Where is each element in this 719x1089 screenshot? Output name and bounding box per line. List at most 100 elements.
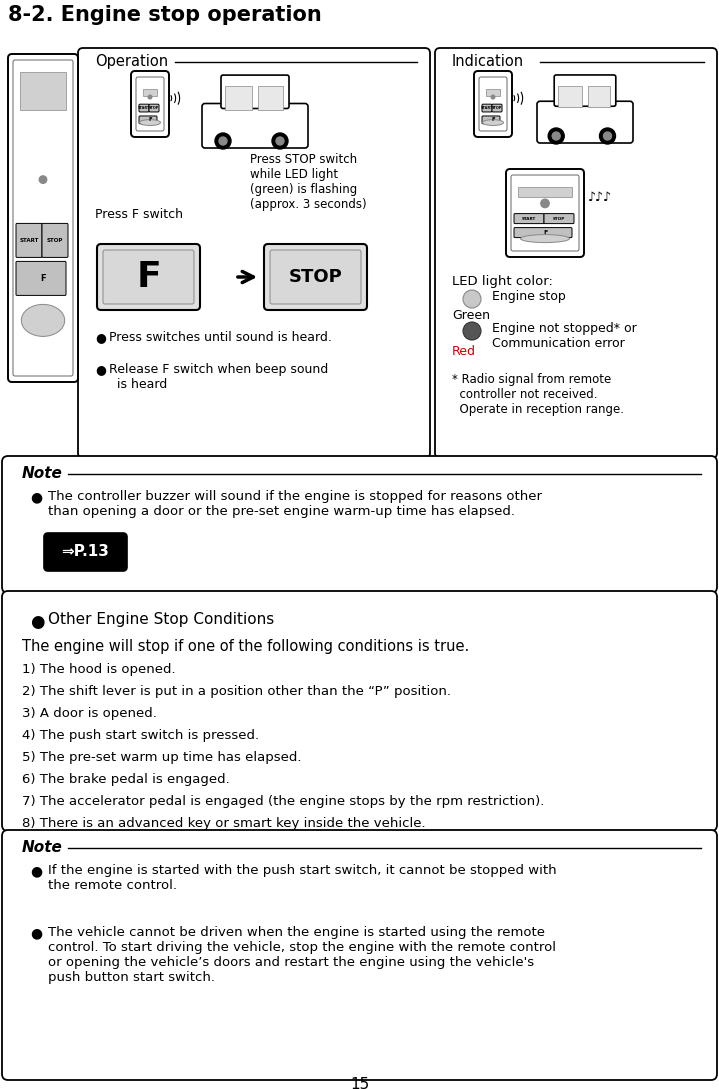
Ellipse shape bbox=[22, 305, 65, 337]
Text: Other Engine Stop Conditions: Other Engine Stop Conditions bbox=[48, 612, 274, 627]
Text: F: F bbox=[40, 274, 46, 283]
Text: The controller buzzer will sound if the engine is stopped for reasons other
than: The controller buzzer will sound if the … bbox=[48, 490, 542, 518]
Text: STOP: STOP bbox=[149, 106, 159, 110]
FancyBboxPatch shape bbox=[42, 223, 68, 257]
Text: Press STOP switch
while LED light
(green) is flashing
(approx. 3 seconds): Press STOP switch while LED light (green… bbox=[250, 152, 367, 211]
FancyBboxPatch shape bbox=[221, 75, 289, 109]
FancyBboxPatch shape bbox=[2, 456, 717, 594]
Circle shape bbox=[491, 95, 495, 99]
Text: Press F switch: Press F switch bbox=[95, 208, 183, 221]
FancyBboxPatch shape bbox=[514, 213, 544, 223]
Ellipse shape bbox=[482, 120, 503, 125]
FancyBboxPatch shape bbox=[518, 187, 572, 197]
FancyBboxPatch shape bbox=[143, 89, 157, 96]
Text: START: START bbox=[522, 217, 536, 221]
Text: START: START bbox=[138, 106, 150, 110]
FancyBboxPatch shape bbox=[474, 71, 512, 137]
FancyBboxPatch shape bbox=[44, 533, 127, 571]
Text: Note: Note bbox=[22, 466, 63, 481]
FancyBboxPatch shape bbox=[486, 89, 500, 96]
FancyBboxPatch shape bbox=[16, 223, 42, 257]
Text: STOP: STOP bbox=[288, 268, 342, 286]
Text: * Radio signal from remote
  controller not received.
  Operate in reception ran: * Radio signal from remote controller no… bbox=[452, 374, 624, 416]
Circle shape bbox=[40, 176, 47, 183]
FancyBboxPatch shape bbox=[270, 250, 361, 304]
FancyBboxPatch shape bbox=[506, 169, 584, 257]
FancyBboxPatch shape bbox=[225, 86, 252, 110]
FancyBboxPatch shape bbox=[2, 830, 717, 1080]
FancyBboxPatch shape bbox=[554, 75, 615, 107]
FancyBboxPatch shape bbox=[131, 71, 169, 137]
Text: ⇒P.13: ⇒P.13 bbox=[62, 544, 109, 560]
Circle shape bbox=[600, 129, 615, 144]
Text: Engine not stopped* or
Communication error: Engine not stopped* or Communication err… bbox=[492, 322, 637, 350]
Text: Press switches until sound is heard.: Press switches until sound is heard. bbox=[109, 331, 332, 344]
FancyBboxPatch shape bbox=[13, 60, 73, 376]
Circle shape bbox=[541, 199, 549, 208]
FancyBboxPatch shape bbox=[136, 77, 164, 131]
Text: ●: ● bbox=[30, 490, 42, 504]
FancyBboxPatch shape bbox=[202, 103, 308, 148]
Circle shape bbox=[463, 290, 481, 308]
Text: The vehicle cannot be driven when the engine is started using the remote
control: The vehicle cannot be driven when the en… bbox=[48, 926, 556, 984]
Text: F: F bbox=[543, 230, 547, 235]
Text: ●: ● bbox=[30, 864, 42, 878]
FancyBboxPatch shape bbox=[258, 86, 283, 110]
Text: ♪♪♪: ♪♪♪ bbox=[588, 191, 612, 204]
FancyBboxPatch shape bbox=[149, 105, 159, 112]
FancyBboxPatch shape bbox=[588, 86, 610, 107]
FancyBboxPatch shape bbox=[435, 48, 717, 458]
Text: Note: Note bbox=[22, 840, 63, 855]
Text: 8) There is an advanced key or smart key inside the vehicle.: 8) There is an advanced key or smart key… bbox=[22, 817, 426, 830]
FancyBboxPatch shape bbox=[16, 261, 66, 295]
Text: Engine stop: Engine stop bbox=[492, 290, 566, 303]
Text: F: F bbox=[491, 118, 495, 122]
FancyBboxPatch shape bbox=[514, 228, 572, 237]
Text: If the engine is started with the push start switch, it cannot be stopped with
t: If the engine is started with the push s… bbox=[48, 864, 557, 892]
Text: 15: 15 bbox=[350, 1077, 369, 1089]
Text: Operation: Operation bbox=[95, 54, 168, 69]
Text: ●: ● bbox=[30, 613, 45, 631]
Circle shape bbox=[552, 132, 560, 140]
Text: The engine will stop if one of the following conditions is true.: The engine will stop if one of the follo… bbox=[22, 639, 470, 654]
Text: ●: ● bbox=[95, 331, 106, 344]
Circle shape bbox=[219, 137, 227, 145]
FancyBboxPatch shape bbox=[537, 101, 633, 143]
FancyBboxPatch shape bbox=[482, 115, 500, 124]
FancyBboxPatch shape bbox=[78, 48, 430, 458]
Text: Red: Red bbox=[452, 345, 476, 358]
Text: START: START bbox=[19, 237, 39, 243]
FancyBboxPatch shape bbox=[544, 213, 574, 223]
Circle shape bbox=[463, 322, 481, 340]
Text: ●: ● bbox=[30, 926, 42, 940]
Text: Indication: Indication bbox=[452, 54, 524, 69]
FancyBboxPatch shape bbox=[139, 105, 149, 112]
Circle shape bbox=[548, 129, 564, 144]
Text: STOP: STOP bbox=[47, 237, 63, 243]
Text: Release F switch when beep sound
  is heard: Release F switch when beep sound is hear… bbox=[109, 363, 329, 391]
Text: START: START bbox=[481, 106, 493, 110]
FancyBboxPatch shape bbox=[2, 591, 717, 831]
Text: 1) The hood is opened.: 1) The hood is opened. bbox=[22, 663, 175, 676]
FancyBboxPatch shape bbox=[558, 86, 582, 107]
Ellipse shape bbox=[521, 234, 569, 243]
FancyBboxPatch shape bbox=[264, 244, 367, 310]
Circle shape bbox=[272, 133, 288, 149]
FancyBboxPatch shape bbox=[139, 115, 157, 124]
Text: 7) The accelerator pedal is engaged (the engine stops by the rpm restriction).: 7) The accelerator pedal is engaged (the… bbox=[22, 795, 544, 808]
Text: 2) The shift lever is put in a position other than the “P” position.: 2) The shift lever is put in a position … bbox=[22, 685, 451, 698]
FancyBboxPatch shape bbox=[97, 244, 200, 310]
FancyBboxPatch shape bbox=[103, 250, 194, 304]
Circle shape bbox=[148, 95, 152, 99]
Text: F: F bbox=[136, 260, 161, 294]
Text: 3) A door is opened.: 3) A door is opened. bbox=[22, 707, 157, 720]
Text: 5) The pre-set warm up time has elapsed.: 5) The pre-set warm up time has elapsed. bbox=[22, 751, 301, 764]
FancyBboxPatch shape bbox=[479, 77, 507, 131]
Text: Green: Green bbox=[452, 309, 490, 322]
Circle shape bbox=[276, 137, 284, 145]
Text: 4) The push start switch is pressed.: 4) The push start switch is pressed. bbox=[22, 729, 259, 742]
FancyBboxPatch shape bbox=[8, 54, 78, 382]
Text: STOP: STOP bbox=[553, 217, 565, 221]
Ellipse shape bbox=[139, 120, 160, 125]
Circle shape bbox=[215, 133, 231, 149]
